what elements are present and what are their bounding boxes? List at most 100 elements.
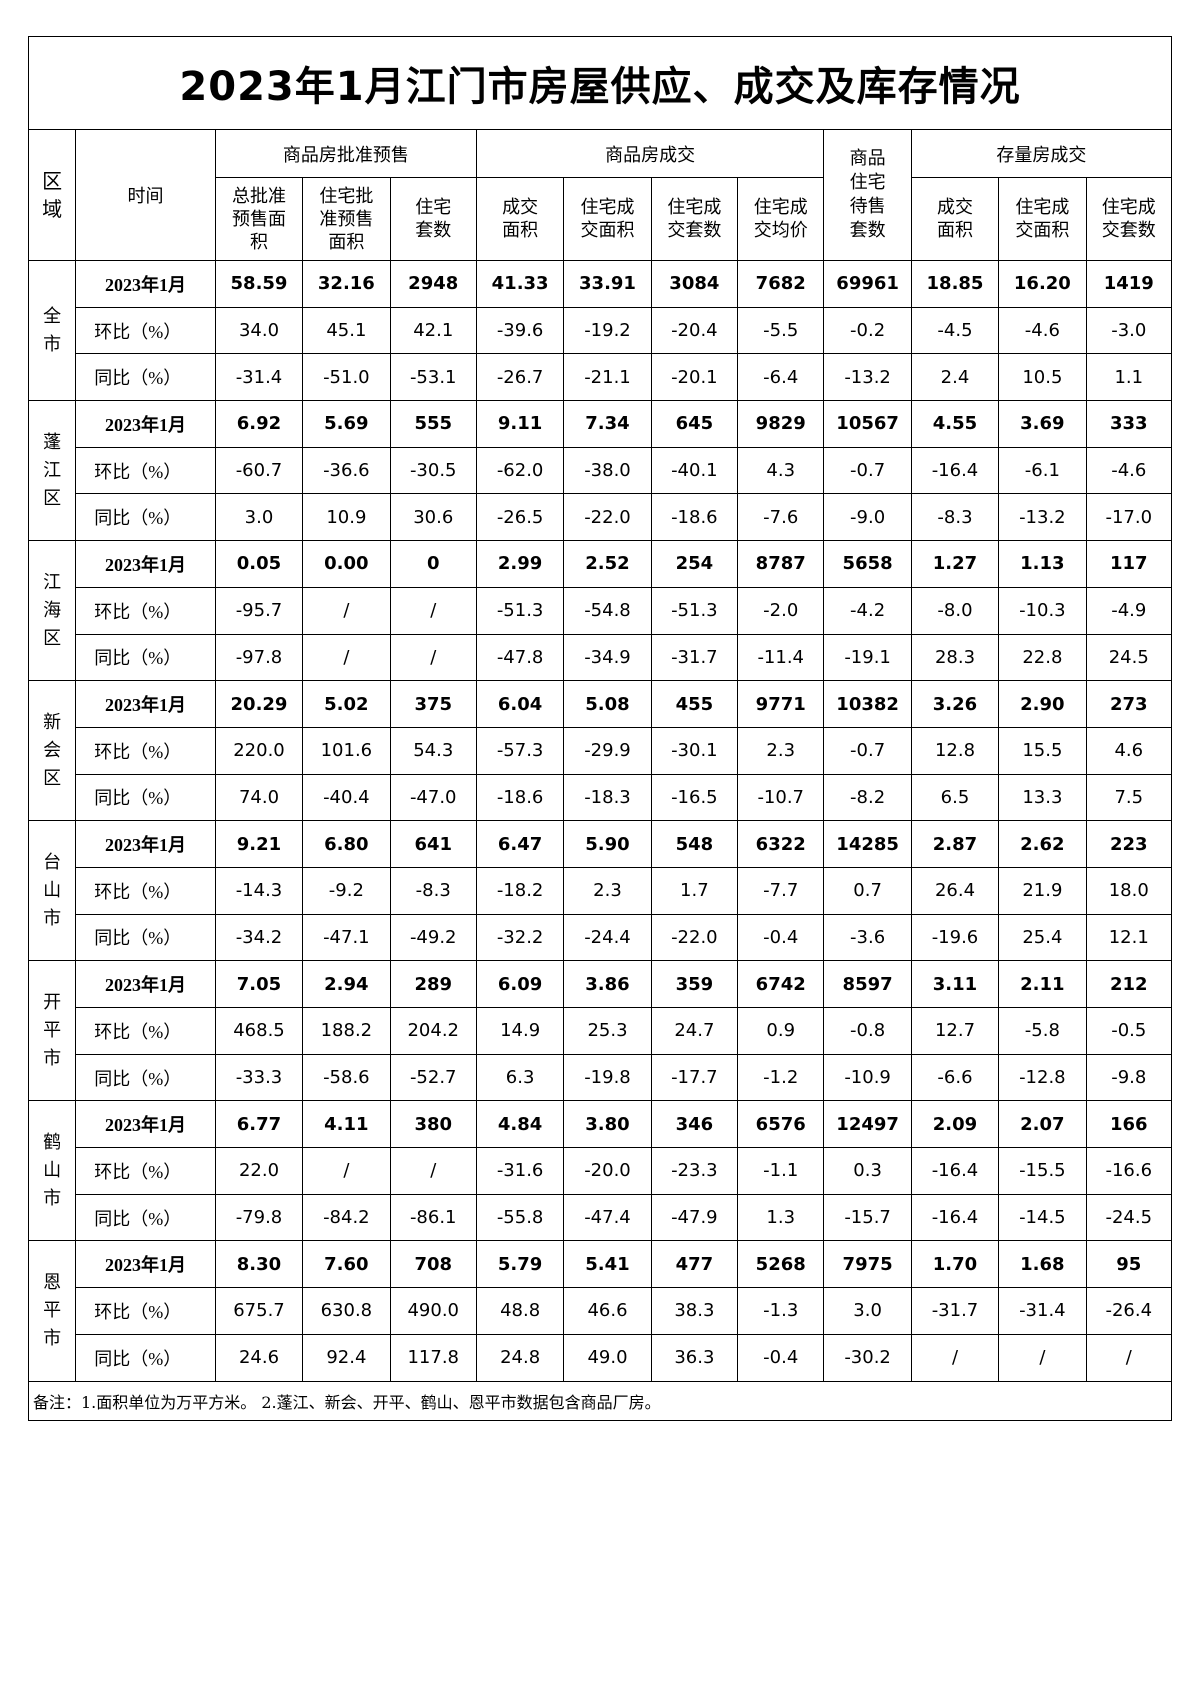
table-cell: -84.2 [302, 1193, 391, 1242]
table-cell: -14.5 [998, 1193, 1087, 1242]
table-cell: -26.5 [475, 493, 565, 542]
table-cell: 4.11 [302, 1100, 391, 1149]
header-group-presale: 商品房批准预售 [214, 129, 477, 178]
table-cell: 212 [1085, 960, 1173, 1008]
header-col-label: 住宅成交套数 [667, 197, 722, 241]
table-cell: -8.3 [910, 493, 1000, 542]
table-cell: 2.87 [910, 820, 1000, 868]
row-label: 2023年1月 [75, 1100, 216, 1149]
table-cell: 3.86 [563, 960, 652, 1008]
table-cell: 7.34 [563, 400, 652, 448]
table-cell: 1.68 [998, 1240, 1087, 1289]
table-cell: 95 [1085, 1240, 1173, 1289]
region-label: 开平市 [43, 991, 62, 1069]
table-cell: 58.59 [214, 260, 304, 308]
table-cell: 2948 [389, 260, 477, 308]
table-cell: 6742 [737, 960, 825, 1008]
region-label: 恩平市 [43, 1271, 62, 1349]
table-row: 同比（%） 3.0 10.9 30.6 -26.5 -22.0 -18.6 -7.6 -9.0-… [29, 493, 1173, 542]
table-cell: -18.3 [563, 773, 652, 822]
table-cell: -55.8 [475, 1193, 565, 1242]
table-cell: 18.0 [1085, 866, 1173, 915]
table-cell: 42.1 [389, 306, 477, 355]
table-row: 同比（%） -34.2 -47.1 -49.2 -32.2 -24.4 -22.0 -0.4-… [29, 913, 1173, 962]
table-cell: 4.6 [1085, 726, 1173, 775]
table-cell: 12.7 [910, 1007, 1000, 1055]
table-cell: 6.92 [214, 400, 304, 448]
table-cell: -26.4 [1085, 1287, 1173, 1335]
row-label: 同比（%） [75, 913, 216, 962]
table-cell: 7.05 [214, 960, 304, 1008]
table-cell: 254 [650, 540, 739, 588]
table-cell: -2.0 [737, 586, 825, 635]
table-cell: 12.1 [1085, 913, 1173, 962]
table-row: 新会区 2023年1月 20.29 5.02 375 6.04 5.08 455 9771 103… [27, 680, 1173, 822]
table-cell: -52.7 [389, 1053, 477, 1102]
table-row: 同比（%） -31.4 -51.0 -53.1 -26.7 -21.1 -20.1 -6.4-… [29, 353, 1173, 402]
table-cell: 4.55 [910, 400, 1000, 448]
table-cell: 346 [650, 1100, 739, 1149]
table-cell: -47.9 [650, 1193, 739, 1242]
table-cell: 1.27 [910, 540, 1000, 588]
header-col: 住宅成交套数 [1085, 177, 1173, 261]
table-cell: -6.1 [998, 446, 1087, 495]
table-cell: 3.0 [823, 1287, 912, 1335]
row-label: 环比（%） [75, 866, 216, 915]
table-cell: 6322 [737, 820, 825, 868]
table-cell: 9.11 [475, 400, 565, 448]
table-cell: -31.7 [650, 633, 739, 682]
table-cell: -0.7 [823, 446, 912, 495]
table-cell: 289 [389, 960, 477, 1008]
table-cell: -79.8 [214, 1193, 304, 1242]
table-cell: / [1085, 1333, 1173, 1382]
table-cell: -31.4 [998, 1287, 1087, 1335]
table-cell: -22.0 [650, 913, 739, 962]
row-label: 同比（%） [75, 773, 216, 822]
table-cell: 273 [1085, 680, 1173, 728]
table-cell: 6.09 [475, 960, 565, 1008]
table-cell: 5.69 [302, 400, 391, 448]
table-cell: -30.2 [823, 1333, 912, 1382]
table-cell: 24.7 [650, 1007, 739, 1055]
table-cell: 6.77 [214, 1100, 304, 1149]
table-cell: 8597 [823, 960, 912, 1008]
table-cell: 5268 [737, 1240, 825, 1289]
table-row: 开平市 2023年1月 7.05 2.94 289 6.09 3.86 359 6742 8597… [27, 960, 1173, 1102]
table-cell: -20.0 [563, 1147, 652, 1195]
table-cell: -6.6 [910, 1053, 1000, 1102]
table-cell: 22.0 [214, 1147, 304, 1195]
table-cell: 45.1 [302, 306, 391, 355]
table-cell: / [389, 1147, 477, 1195]
table-cell: 2.99 [475, 540, 565, 588]
table-cell: 0.9 [737, 1007, 825, 1055]
region-label: 新会区 [43, 711, 62, 789]
header-time: 时间 [75, 129, 216, 261]
table-cell: 5.90 [563, 820, 652, 868]
table-cell: 9771 [737, 680, 825, 728]
table-cell: -1.2 [737, 1053, 825, 1102]
table-cell: -0.5 [1085, 1007, 1173, 1055]
table-row: 同比（%） 24.6 92.4 117.8 24.8 49.0 36.3 -0.4 -30.2/… [29, 1333, 1173, 1382]
table-row: 环比（%） 468.5 188.2 204.2 14.9 25.3 24.7 0.9 -0.8 1… [29, 1007, 1173, 1055]
region-name: 新会区 [27, 680, 77, 822]
row-label: 2023年1月 [75, 540, 216, 588]
row-label: 2023年1月 [75, 260, 216, 308]
region-name: 恩平市 [27, 1240, 77, 1382]
header-group-deal: 商品房成交 [475, 129, 825, 178]
table-cell: 16.20 [998, 260, 1087, 308]
table-cell: -34.2 [214, 913, 304, 962]
row-label: 同比（%） [75, 633, 216, 682]
table-cell: -15.7 [823, 1193, 912, 1242]
table-cell: 33.91 [563, 260, 652, 308]
table-cell: 0 [389, 540, 477, 588]
table-cell: 548 [650, 820, 739, 868]
table-cell: 490.0 [389, 1287, 477, 1335]
table-cell: 48.8 [475, 1287, 565, 1335]
table-cell: 9829 [737, 400, 825, 448]
header-col: 总批准预售面积 [214, 177, 304, 261]
table-cell: 20.29 [214, 680, 304, 728]
table-cell: 0.7 [823, 866, 912, 915]
row-label: 环比（%） [75, 1287, 216, 1335]
table-cell: 10.9 [302, 493, 391, 542]
table-cell: 675.7 [214, 1287, 304, 1335]
